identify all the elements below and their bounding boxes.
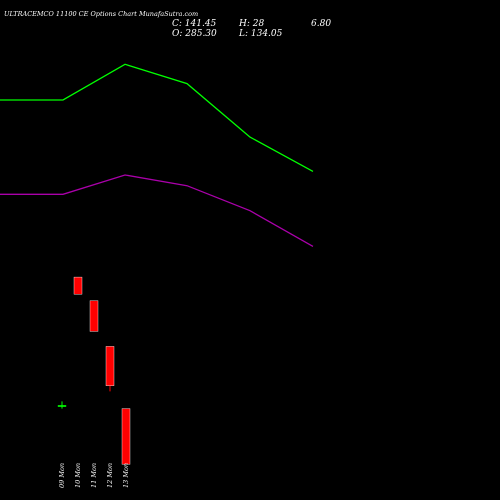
candle-body bbox=[121, 408, 131, 465]
indicator-line-1 bbox=[0, 63, 314, 172]
close-label: C: 141.45 bbox=[172, 19, 217, 29]
x-tick-label: 12 Mon bbox=[106, 463, 114, 488]
candle-body bbox=[89, 300, 99, 332]
x-tick-label: 10 Mon bbox=[74, 463, 82, 488]
open-label: O: 285.30 bbox=[172, 29, 217, 39]
high-label: H: 28 bbox=[239, 19, 265, 29]
x-tick-label: 09 Mon bbox=[58, 463, 66, 488]
candle-body bbox=[73, 276, 83, 295]
x-tick-label: 11 Mon bbox=[90, 463, 98, 488]
candle-body bbox=[57, 405, 67, 407]
extra-value-label: 6.80 bbox=[311, 19, 332, 29]
indicator-line-2 bbox=[0, 174, 314, 247]
low-label: L: 134.05 bbox=[239, 29, 283, 39]
x-tick-label: 13 Mon bbox=[122, 463, 130, 488]
candle-body bbox=[105, 346, 115, 386]
chart-title: ULTRACEMCO 11100 CE Options Chart Munafa… bbox=[4, 10, 199, 18]
